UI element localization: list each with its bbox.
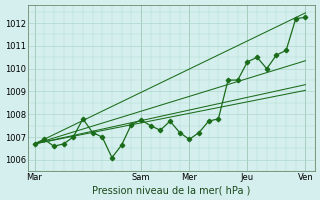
X-axis label: Pression niveau de la mer( hPa ): Pression niveau de la mer( hPa ) [92,185,251,195]
